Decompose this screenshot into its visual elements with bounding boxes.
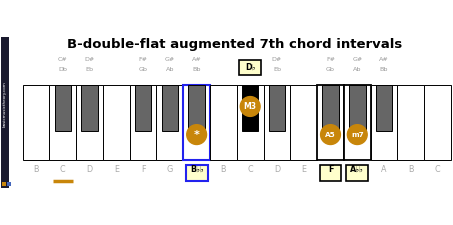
Text: M3: M3 xyxy=(244,102,257,111)
Bar xyxy=(162,85,178,130)
Text: F#: F# xyxy=(139,56,148,61)
Text: Ab: Ab xyxy=(353,67,361,72)
Text: m7: m7 xyxy=(351,132,364,137)
Bar xyxy=(156,85,183,160)
Text: B: B xyxy=(33,165,39,174)
Text: G#: G# xyxy=(352,56,362,61)
Bar xyxy=(322,85,339,130)
Text: B: B xyxy=(221,165,226,174)
Circle shape xyxy=(347,125,367,144)
Bar xyxy=(290,85,317,160)
Text: C: C xyxy=(60,165,66,174)
Bar xyxy=(376,85,392,130)
Text: D♭: D♭ xyxy=(245,63,255,72)
Text: E: E xyxy=(301,165,306,174)
Bar xyxy=(317,85,344,160)
Bar xyxy=(371,85,397,160)
Bar xyxy=(76,85,103,160)
Bar xyxy=(135,85,151,130)
FancyBboxPatch shape xyxy=(346,165,368,181)
Text: A#: A# xyxy=(379,56,389,61)
Text: B-double-flat augmented 7th chord intervals: B-double-flat augmented 7th chord interv… xyxy=(67,38,402,51)
Text: Bb: Bb xyxy=(193,67,201,72)
Text: *: * xyxy=(194,130,200,140)
Bar xyxy=(1,37,9,188)
Bar xyxy=(188,85,205,130)
Circle shape xyxy=(187,125,207,144)
Text: Gb: Gb xyxy=(139,67,148,72)
Bar xyxy=(81,85,98,130)
Text: B: B xyxy=(408,165,414,174)
Text: A♭♭: A♭♭ xyxy=(351,165,364,174)
Text: A: A xyxy=(381,165,387,174)
Text: Eb: Eb xyxy=(86,67,94,72)
FancyBboxPatch shape xyxy=(186,165,207,181)
Text: Db: Db xyxy=(58,67,67,72)
Text: D: D xyxy=(274,165,280,174)
Text: D#: D# xyxy=(272,56,282,61)
Text: D: D xyxy=(87,165,92,174)
Text: Gb: Gb xyxy=(326,67,335,72)
Bar xyxy=(23,85,49,160)
Text: C: C xyxy=(247,165,253,174)
Text: A#: A# xyxy=(192,56,202,61)
Bar xyxy=(237,85,264,160)
Circle shape xyxy=(321,125,340,144)
Bar xyxy=(7,182,11,186)
Bar xyxy=(2,182,6,186)
Bar xyxy=(130,85,156,160)
Text: C: C xyxy=(435,165,440,174)
FancyBboxPatch shape xyxy=(319,165,342,181)
Bar xyxy=(269,85,285,130)
Text: B♭♭: B♭♭ xyxy=(190,165,203,174)
Text: G#: G# xyxy=(165,56,175,61)
Text: D#: D# xyxy=(84,56,95,61)
Bar xyxy=(264,85,290,160)
Text: C#: C# xyxy=(58,56,67,61)
Bar xyxy=(424,85,451,160)
Text: F#: F# xyxy=(326,56,335,61)
Bar xyxy=(183,85,210,160)
Text: basicmusictheory.com: basicmusictheory.com xyxy=(3,81,7,127)
Text: Bb: Bb xyxy=(380,67,388,72)
Text: F: F xyxy=(328,165,333,174)
Bar xyxy=(54,85,71,130)
FancyBboxPatch shape xyxy=(239,60,261,75)
Bar xyxy=(344,85,371,160)
Text: A5: A5 xyxy=(325,132,336,137)
Bar xyxy=(242,85,259,130)
Bar xyxy=(397,85,424,160)
Bar xyxy=(49,85,76,160)
Bar xyxy=(210,85,237,160)
Bar xyxy=(349,85,366,130)
Text: G: G xyxy=(167,165,173,174)
Text: E: E xyxy=(114,165,119,174)
Circle shape xyxy=(240,97,260,116)
Text: Ab: Ab xyxy=(166,67,174,72)
Text: F: F xyxy=(141,165,145,174)
Bar xyxy=(103,85,130,160)
Text: Eb: Eb xyxy=(273,67,281,72)
